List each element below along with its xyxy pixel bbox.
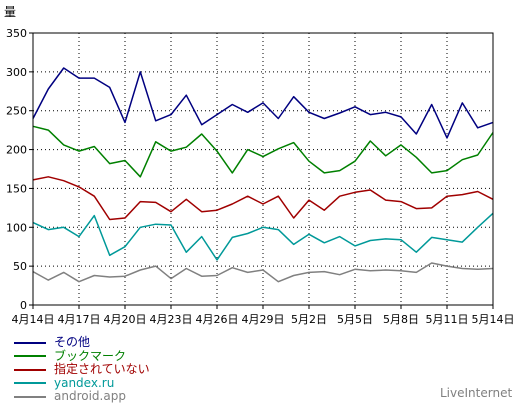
legend-swatch bbox=[14, 355, 46, 358]
x-tick-label: 5月5日 bbox=[337, 313, 373, 326]
series-line-4 bbox=[32, 262, 494, 283]
legend-swatch bbox=[14, 368, 46, 371]
legend-item: android.app bbox=[14, 390, 150, 404]
x-tick-label: 5月2日 bbox=[291, 313, 327, 326]
series-line-3 bbox=[32, 212, 494, 261]
legend-swatch bbox=[14, 395, 46, 398]
x-tick-label: 5月11日 bbox=[426, 313, 469, 326]
x-tick-label: 4月26日 bbox=[196, 313, 239, 326]
series-line-2 bbox=[32, 176, 494, 221]
legend-item: 指定されていない bbox=[14, 363, 150, 377]
y-tick-label: 150 bbox=[6, 182, 27, 195]
plot-frame bbox=[32, 32, 494, 306]
x-tick-label: 5月14日 bbox=[472, 313, 515, 326]
y-axis-label: 量 bbox=[4, 5, 16, 19]
y-tick-label: 100 bbox=[6, 221, 27, 234]
x-tick-label: 5月8日 bbox=[383, 313, 419, 326]
grid-lines bbox=[33, 33, 493, 305]
y-tick-label: 300 bbox=[6, 66, 27, 79]
legend-item: yandex.ru bbox=[14, 375, 150, 391]
x-tick-label: 4月14日 bbox=[12, 313, 55, 326]
x-tick-label: 4月20日 bbox=[104, 313, 147, 326]
y-axis-ticks: 0 50 100 150 200 250 300 350 bbox=[6, 27, 33, 312]
x-tick-label: 4月17日 bbox=[58, 313, 101, 326]
y-tick-label: 350 bbox=[6, 27, 27, 40]
legend-swatch bbox=[14, 341, 46, 344]
series-line-1 bbox=[32, 125, 494, 178]
legend-label: 指定されていない bbox=[54, 362, 150, 377]
x-tick-label: 4月29日 bbox=[242, 313, 285, 326]
y-tick-label: 0 bbox=[20, 299, 27, 312]
legend-swatch bbox=[14, 382, 46, 385]
legend-label: yandex.ru bbox=[54, 375, 115, 390]
series-line-0 bbox=[32, 67, 494, 139]
legend-label: ブックマーク bbox=[54, 348, 127, 363]
y-tick-label: 50 bbox=[13, 260, 27, 273]
legend-label: android.app bbox=[54, 389, 126, 404]
brand-label: LiveInternet bbox=[440, 386, 513, 400]
series-lines bbox=[32, 67, 494, 283]
legend-item: ブックマーク bbox=[14, 348, 150, 364]
y-tick-label: 250 bbox=[6, 105, 27, 118]
x-tick-label: 4月23日 bbox=[150, 313, 193, 326]
y-tick-label: 200 bbox=[6, 144, 27, 157]
x-axis-ticks: 4月14日 4月17日 4月20日 4月23日 4月26日 4月29日 5月2日 5月5日 5月… bbox=[12, 305, 515, 326]
legend-item: その他 bbox=[14, 336, 150, 350]
legend-label: その他 bbox=[54, 335, 91, 350]
legend: その他 ブックマーク 指定されていない yandex.ru android.app bbox=[14, 336, 150, 404]
